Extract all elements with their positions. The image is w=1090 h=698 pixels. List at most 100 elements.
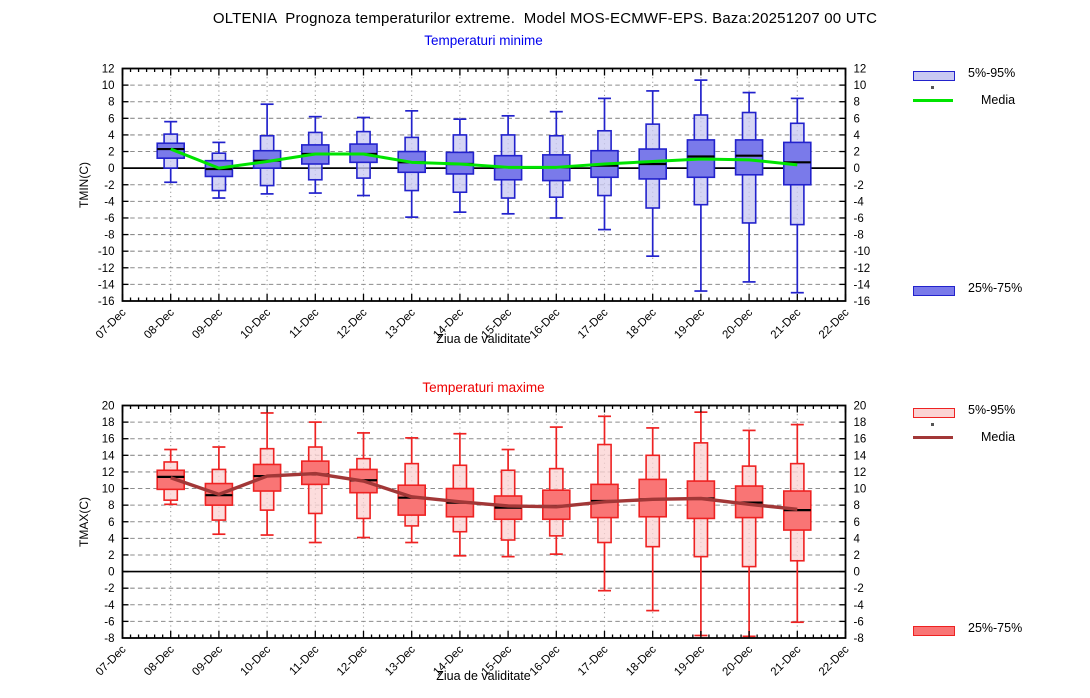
svg-text:-10: -10: [854, 246, 871, 258]
svg-text:16: 16: [854, 434, 867, 446]
tmin-y-axis-title: TMIN(C): [77, 162, 91, 208]
svg-text:-4: -4: [104, 600, 115, 612]
svg-text:-6: -6: [854, 213, 864, 225]
svg-text:18: 18: [854, 417, 867, 429]
svg-text:-8: -8: [104, 633, 114, 645]
svg-text:12: 12: [854, 64, 867, 76]
tmin-plot: -16 -16 -14 -14 -12 -12 -10 -10 -8 -8 -6 -6 -4 -4 -2 -2…: [94, 64, 871, 342]
tmin-box-18-Dec: [638, 90, 668, 258]
tmin-legend-25-75-swatch: [913, 286, 955, 296]
page-title: OLTENIA Prognoza temperaturilor extreme.…: [212, 10, 878, 27]
svg-text:0: 0: [854, 163, 860, 175]
tmin-subtitle: Temperaturi minime: [424, 33, 543, 48]
svg-text:2: 2: [854, 550, 860, 562]
tmin-x-axis-title: Ziua de validitate: [436, 332, 531, 346]
tmax-box-10-Dec: [252, 412, 282, 536]
svg-text:10: 10: [854, 80, 867, 92]
tmax-legend-5-95-swatch: [913, 408, 955, 418]
tmax-legend-5-95-label: 5%-95%: [968, 403, 1016, 417]
tmax-plot: -8 -8 -6 -6 -4 -4 -2 -2 0 0 2 2 4 4 6 6 8 8 10 10 12 12 14 14 16…: [94, 401, 867, 679]
svg-text:-6: -6: [104, 213, 114, 225]
tmax-box-11-Dec: [300, 421, 330, 544]
tmin-mean-line: [170, 147, 798, 170]
svg-text:8: 8: [854, 97, 860, 109]
tmin-box-10-Dec: [252, 103, 282, 195]
tmin-legend-5-95-label: 5%-95%: [968, 66, 1016, 80]
tmin-ticks: [121, 68, 847, 301]
svg-text:8: 8: [108, 500, 114, 512]
svg-text:2: 2: [854, 147, 860, 159]
svg-text:12: 12: [102, 64, 115, 76]
tmax-box-20-Dec: [734, 429, 764, 638]
svg-text:4: 4: [108, 130, 115, 142]
svg-text:-14: -14: [854, 279, 871, 291]
tmax-box-16-Dec: [541, 426, 571, 555]
svg-text:6: 6: [108, 517, 114, 529]
tmax-legend-25-75-label: 25%-75%: [968, 621, 1023, 635]
tmax-box-19-Dec: [686, 411, 716, 637]
tmax-box-14-Dec: [445, 432, 475, 557]
svg-text:2: 2: [108, 147, 114, 159]
svg-text:-10: -10: [98, 246, 115, 258]
tmin-box-21-Dec: [782, 97, 812, 294]
svg-text:12: 12: [102, 467, 115, 479]
svg-text:4: 4: [108, 533, 115, 545]
svg-text:14: 14: [102, 450, 115, 462]
tmin-box-19-Dec: [686, 79, 716, 292]
tmin-gridlines: [122, 68, 846, 301]
tmin-legend-5-95-swatch: [913, 71, 955, 81]
svg-text:-6: -6: [104, 616, 114, 628]
tmax-mean-line: [170, 471, 798, 511]
svg-text:4: 4: [854, 130, 861, 142]
tmax-y-axis-title: TMAX(C): [77, 497, 91, 547]
tmax-legend-mean-line: [913, 436, 953, 440]
tmin-legend-mean-line: [913, 99, 953, 103]
svg-text:-2: -2: [854, 583, 864, 595]
svg-text:2: 2: [108, 550, 114, 562]
svg-text:12: 12: [854, 467, 867, 479]
svg-text:6: 6: [108, 113, 114, 125]
svg-text:14: 14: [854, 450, 867, 462]
svg-text:10: 10: [102, 484, 115, 496]
svg-text:8: 8: [854, 500, 860, 512]
tmax-box-21-Dec: [782, 423, 812, 624]
svg-text:-2: -2: [104, 583, 114, 595]
tmin-box-08-Dec: [156, 120, 185, 184]
tmax-y-tick-labels: -8 -8 -6 -6 -4 -4 -2 -2 0 0 2 2 4 4 6 6 8 8 10 10 12 12 14 14 16…: [102, 401, 867, 646]
svg-text:-2: -2: [104, 180, 114, 192]
svg-text:-8: -8: [854, 230, 864, 242]
tmin-legend-25-75-label: 25%-75%: [968, 281, 1023, 295]
tmax-legend-25-75-swatch: [913, 626, 955, 636]
svg-text:-8: -8: [854, 633, 864, 645]
svg-text:-16: -16: [854, 296, 871, 308]
tmin-box-09-Dec: [204, 141, 234, 199]
svg-text:-4: -4: [854, 196, 865, 208]
tmax-ticks: [121, 405, 847, 638]
tmax-subtitle: Temperaturi maxime: [422, 380, 545, 395]
svg-text:16: 16: [102, 434, 115, 446]
svg-text:8: 8: [108, 97, 114, 109]
tmin-legend-marker-dot: [931, 86, 934, 89]
svg-text:-4: -4: [854, 600, 865, 612]
tmax-box-08-Dec: [156, 448, 185, 506]
tmax-gridlines: [122, 405, 846, 638]
tmax-box-13-Dec: [397, 437, 427, 544]
tmin-box-15-Dec: [493, 114, 523, 215]
svg-text:20: 20: [102, 401, 115, 413]
svg-text:-14: -14: [98, 279, 115, 291]
svg-text:-4: -4: [104, 196, 115, 208]
svg-text:-12: -12: [854, 263, 871, 275]
svg-text:20: 20: [854, 401, 867, 413]
svg-text:0: 0: [108, 163, 114, 175]
svg-text:0: 0: [854, 567, 860, 579]
svg-text:10: 10: [102, 80, 115, 92]
svg-text:-2: -2: [854, 180, 864, 192]
svg-text:-16: -16: [98, 296, 115, 308]
svg-text:6: 6: [854, 517, 860, 529]
svg-text:-8: -8: [104, 230, 114, 242]
tmax-legend-marker-dot: [931, 423, 934, 426]
tmax-legend-mean-label: Media: [981, 430, 1016, 444]
svg-text:6: 6: [854, 113, 860, 125]
tmin-box-16-Dec: [541, 110, 571, 219]
